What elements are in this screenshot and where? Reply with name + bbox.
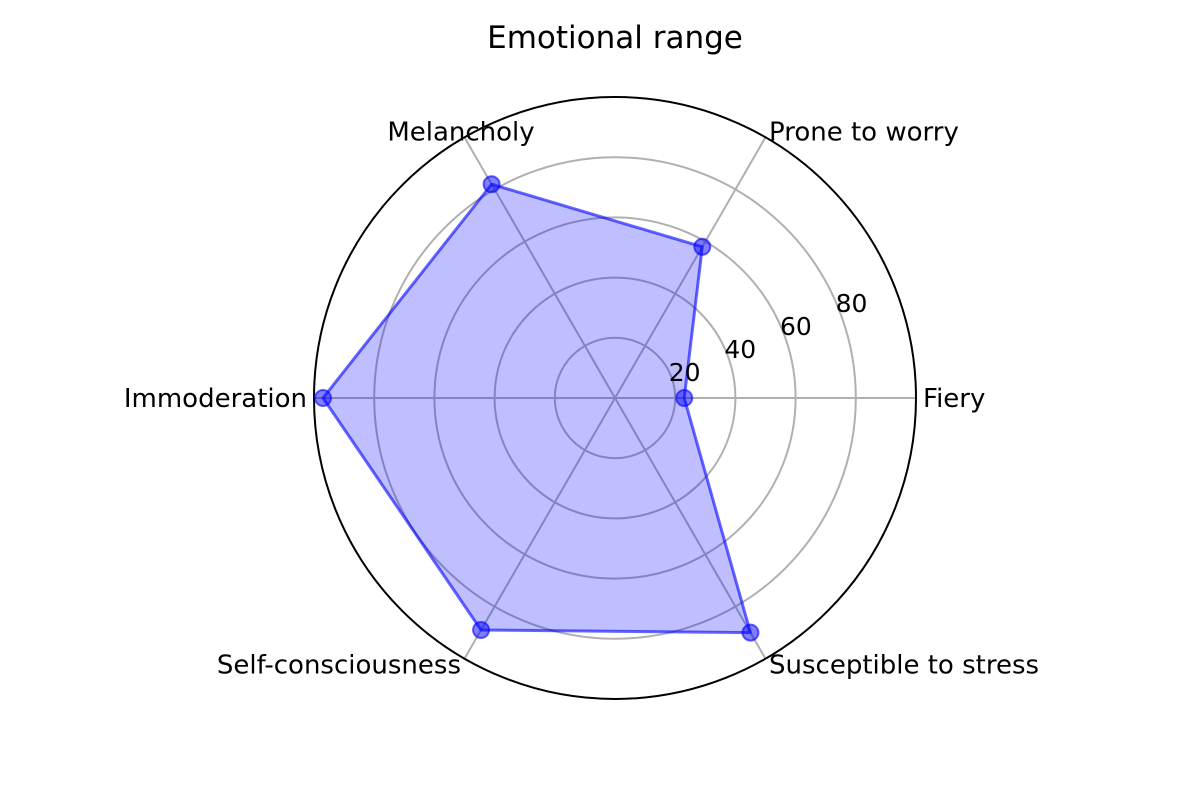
data-point-2 xyxy=(482,175,501,194)
r-tick-label: 60 xyxy=(780,312,812,341)
grid-spoke xyxy=(614,136,767,399)
data-point-0 xyxy=(675,389,694,407)
data-point-4 xyxy=(472,620,491,639)
category-label: Prone to worry xyxy=(769,117,959,147)
category-label: Self-consciousness xyxy=(217,651,461,681)
r-tick-label: 80 xyxy=(836,289,868,318)
data-point-1 xyxy=(693,237,712,256)
data-point-3 xyxy=(314,389,333,407)
r-tick-label: 40 xyxy=(724,335,756,364)
r-tick-label: 20 xyxy=(669,358,701,387)
category-label: Immoderation xyxy=(124,384,307,414)
grid-spoke xyxy=(614,397,767,660)
series-layer xyxy=(314,175,760,642)
series-area xyxy=(323,184,751,633)
chart-title: Emotional range xyxy=(487,20,743,56)
data-point-5 xyxy=(741,623,760,642)
category-label: Melancholy xyxy=(387,117,534,147)
label-layer: 20 40 60 80 Fiery Prone to worry Melancholy Imm… xyxy=(124,117,1039,680)
grid-layer xyxy=(313,96,917,700)
category-label: Susceptible to stress xyxy=(769,651,1039,681)
category-label: Fiery xyxy=(923,384,985,414)
polar-frame xyxy=(313,96,917,700)
grid-spoke xyxy=(463,397,616,660)
